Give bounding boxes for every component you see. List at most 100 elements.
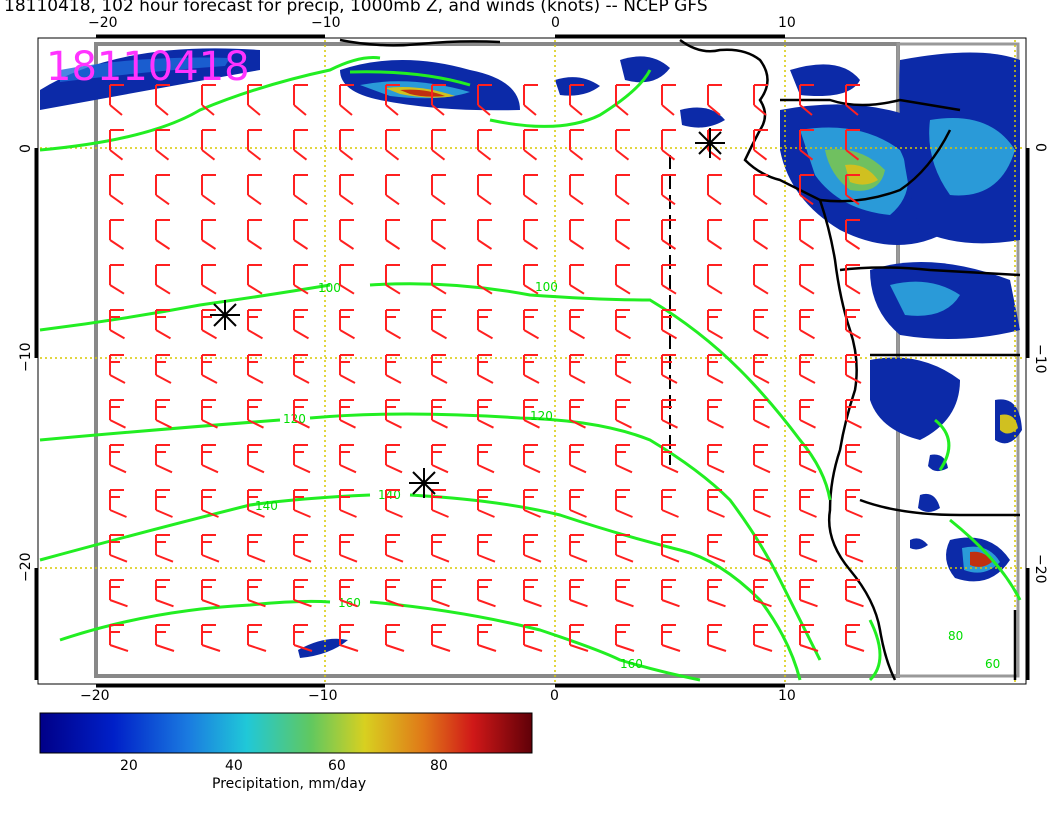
wind-barb [339, 84, 354, 116]
wind-barb [753, 264, 769, 295]
wind-barb [845, 624, 865, 652]
wind-barb [845, 219, 861, 250]
wind-barb [799, 174, 814, 206]
wind-barb [753, 624, 773, 652]
wind-barb [845, 489, 863, 518]
center-marker [695, 128, 725, 158]
wind-barb [477, 624, 497, 652]
wind-barb [799, 399, 816, 429]
wind-barb [477, 264, 493, 295]
wind-barb [799, 624, 819, 652]
wind-barb [799, 444, 817, 474]
center-markers [210, 128, 725, 498]
wind-barb [155, 219, 171, 250]
wind-barb [477, 399, 494, 429]
wind-barb [155, 579, 174, 608]
wind-barb [569, 444, 587, 474]
wind-barb [109, 309, 125, 340]
wind-barb [109, 624, 129, 652]
wind-barb [569, 219, 585, 250]
wind-barb [385, 399, 402, 429]
wind-barb [523, 129, 538, 161]
wind-barb [201, 579, 220, 608]
wind-barb [569, 174, 584, 206]
wind-barb [661, 174, 676, 206]
wind-barb [799, 489, 817, 518]
wind-barb [523, 354, 540, 384]
wind-barb [707, 624, 727, 652]
wind-barb [385, 129, 400, 161]
wind-barb [385, 174, 400, 206]
contour-label: 140 [255, 499, 278, 513]
wind-barb [523, 174, 538, 206]
wind-barb [293, 399, 310, 429]
wind-barb [569, 534, 588, 563]
wind-barb [845, 534, 864, 563]
wind-barb [477, 84, 492, 116]
wind-barb [431, 84, 446, 116]
lat-label-left: −10 [18, 342, 34, 372]
wind-barb [661, 489, 679, 518]
contour-label: 160 [620, 657, 643, 671]
wind-barb [569, 84, 584, 116]
lon-label-bottom: 10 [778, 688, 796, 704]
wind-barb [753, 219, 769, 250]
wind-barb [201, 624, 221, 652]
wind-barb [339, 489, 357, 518]
wind-barb [109, 129, 124, 161]
wind-barb [707, 489, 725, 518]
wind-barb [845, 309, 861, 340]
wind-barb [109, 489, 127, 518]
wind-barb [109, 354, 126, 384]
contour-labels: 100 100 120 120 140 140 160 160 80 60 [255, 280, 1000, 671]
wind-barbs [109, 84, 865, 652]
wind-barb [247, 309, 263, 340]
wind-barb [201, 444, 219, 474]
wind-barb [615, 354, 632, 384]
wind-barb [339, 579, 358, 608]
wind-barb [155, 354, 172, 384]
wind-barb [569, 264, 585, 295]
wind-barb [247, 534, 266, 563]
wind-barb [661, 129, 676, 161]
lon-label-bottom: −10 [308, 688, 338, 704]
wind-barb [615, 129, 630, 161]
wind-barb [569, 579, 588, 608]
wind-barb [247, 264, 263, 295]
wind-barb [385, 219, 401, 250]
wind-barb [201, 264, 217, 295]
wind-barb [201, 84, 216, 116]
wind-barb [799, 354, 816, 384]
wind-barb [753, 354, 770, 384]
wind-barb [431, 444, 449, 474]
wind-barb [845, 264, 861, 295]
wind-barb [155, 174, 170, 206]
wind-barb [431, 174, 446, 206]
wind-barb [431, 219, 447, 250]
wind-barb [615, 399, 632, 429]
wind-barb [155, 489, 173, 518]
wind-barb [247, 174, 262, 206]
wind-barb [155, 399, 172, 429]
lon-label-top: 0 [551, 15, 560, 31]
date-stamp: 18110418 [46, 44, 250, 90]
wind-barb [523, 534, 542, 563]
wind-barb [799, 309, 815, 340]
wind-barb [615, 579, 634, 608]
contour-label: 100 [535, 280, 558, 294]
wind-barb [477, 489, 495, 518]
chart-title: 18110418, 102 hour forecast for precip, … [4, 0, 708, 16]
wind-barb [201, 219, 217, 250]
wind-barb [477, 354, 494, 384]
lon-label-top: 10 [778, 15, 796, 31]
wind-barb [753, 129, 768, 161]
wind-barb [247, 399, 264, 429]
wind-barb [477, 309, 493, 340]
wind-barb [293, 579, 312, 608]
wind-barb [707, 84, 722, 116]
wind-barb [293, 309, 309, 340]
wind-barb [339, 399, 356, 429]
wind-barb [661, 84, 676, 116]
colorbar-label: Precipitation, mm/day [212, 776, 367, 792]
wind-barb [569, 489, 587, 518]
